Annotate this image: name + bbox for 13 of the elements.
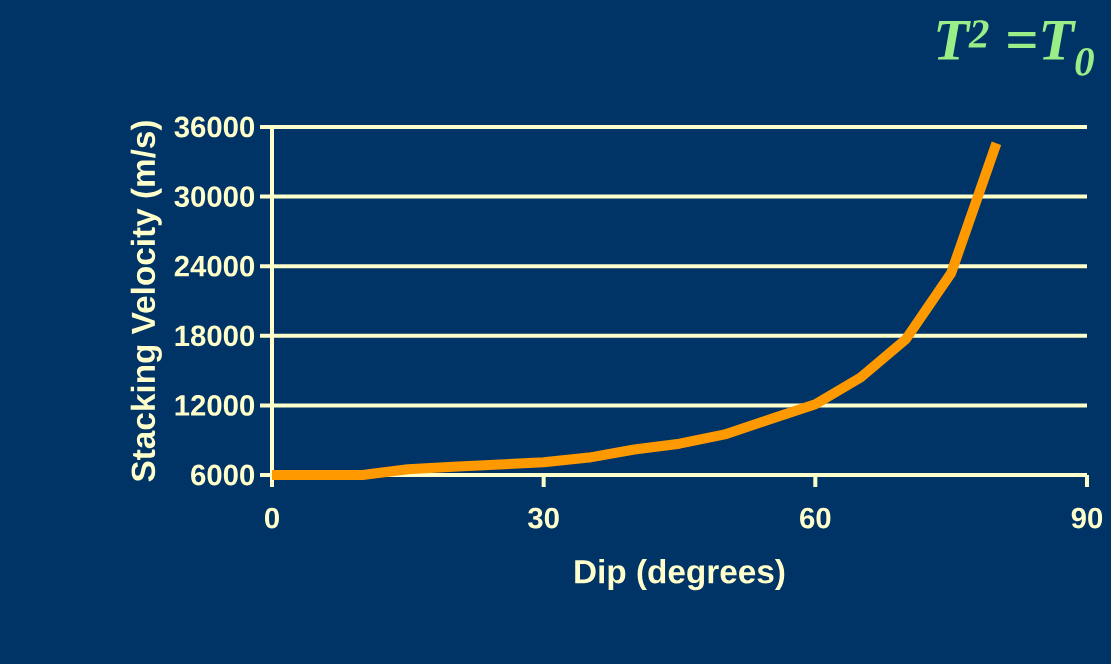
y-axis-title: Stacking Velocity (m/s) [130, 121, 162, 482]
y-tick-label: 18000 [175, 325, 255, 347]
y-tick-label: 24000 [174, 255, 255, 277]
text: T$^{2}$ =T$_{0}$ [937, 20, 1094, 76]
y-tick-label: 12000 [175, 394, 255, 416]
x-tick-label: 60 [800, 507, 831, 529]
x-axis-title: Dip (degrees) [575, 559, 785, 591]
x-tick-label: 90 [1071, 507, 1103, 529]
y-tick-label: 6000 [191, 464, 255, 486]
y-tick-label: 30000 [174, 186, 255, 207]
x-tick-label: 0 [265, 507, 279, 529]
x-tick-label: 30 [528, 507, 559, 529]
y-tick-label: 36000 [174, 116, 255, 138]
